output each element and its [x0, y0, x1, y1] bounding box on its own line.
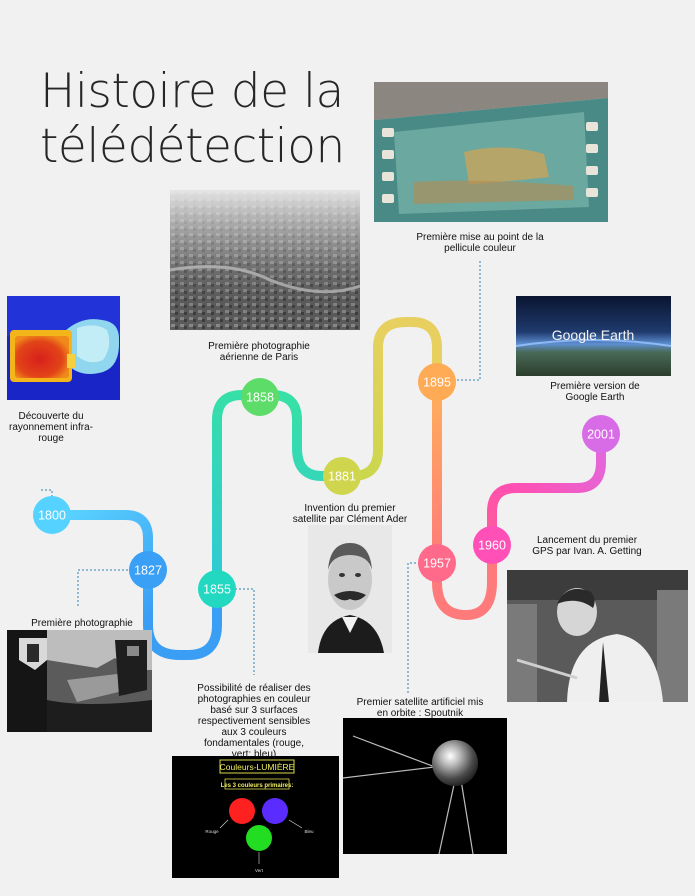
color-chart-subtitle: Les 3 couleurs primaires:: [221, 783, 294, 789]
caption-1881: Invention du premier satellite par Cléme…: [292, 503, 408, 525]
caption-1858: Première photographie aérienne de Paris: [208, 341, 310, 363]
year-node-1855: 1855: [198, 570, 236, 608]
color-chart-title: Couleurs-LUMIÈRE: [220, 762, 295, 772]
caption-1960: Lancement du premier GPS par Ivan. A. Ge…: [532, 535, 642, 557]
clement-ader-portrait: [308, 525, 392, 653]
title-line-2: télédétection: [40, 119, 345, 174]
svg-text:1858: 1858: [246, 391, 274, 405]
svg-text:1800: 1800: [38, 509, 66, 523]
year-node-1957: 1957: [418, 544, 456, 582]
year-node-2001: 2001: [582, 415, 620, 453]
caption-1800: Découverte du rayonnement infra-rouge: [9, 411, 93, 444]
caption-1895: Première mise au point de la pellicule c…: [416, 232, 544, 254]
caption-1855: Possibilité de réaliser des photographie…: [197, 683, 311, 760]
svg-text:1957: 1957: [423, 557, 451, 571]
svg-text:1895: 1895: [423, 376, 451, 390]
sputnik-image: [343, 718, 507, 854]
red-label: Rouge: [205, 829, 219, 834]
title-line-1: Histoire de la: [40, 64, 344, 119]
year-node-1827: 1827: [129, 551, 167, 589]
ivan-getting-photo: [507, 570, 688, 702]
green-circle: [246, 825, 272, 851]
blue-label: Bleu: [304, 829, 314, 834]
caption-2001: Première version de Google Earth: [550, 381, 640, 403]
google-earth-image: Google Earth: [516, 296, 671, 376]
infrared-image: [7, 296, 120, 400]
caption-1827: Première photographie: [31, 618, 133, 629]
color-light-chart: Couleurs-LUMIÈRE Les 3 couleurs primaire…: [172, 756, 339, 878]
year-node-1960: 1960: [473, 526, 511, 564]
year-node-1881: 1881: [323, 457, 361, 495]
year-node-1800: 1800: [33, 496, 71, 534]
caption-1957: Premier satellite artificiel mis en orbi…: [356, 697, 484, 719]
red-circle: [229, 798, 255, 824]
blue-circle: [262, 798, 288, 824]
google-earth-logo-text: Google Earth: [552, 327, 635, 343]
timeline-path: [47, 317, 606, 660]
page-title: Histoire de la télédétection: [40, 64, 345, 174]
year-node-1895: 1895: [418, 363, 456, 401]
first-photograph-image: [7, 630, 152, 732]
svg-text:1827: 1827: [134, 564, 162, 578]
svg-text:2001: 2001: [587, 428, 615, 442]
green-label: Vert: [255, 868, 264, 873]
color-film-image: [374, 82, 608, 222]
year-node-1858: 1858: [241, 378, 279, 416]
aerial-paris-image: [170, 190, 360, 330]
svg-text:1855: 1855: [203, 583, 231, 597]
svg-text:1881: 1881: [328, 470, 356, 484]
svg-text:1960: 1960: [478, 539, 506, 553]
